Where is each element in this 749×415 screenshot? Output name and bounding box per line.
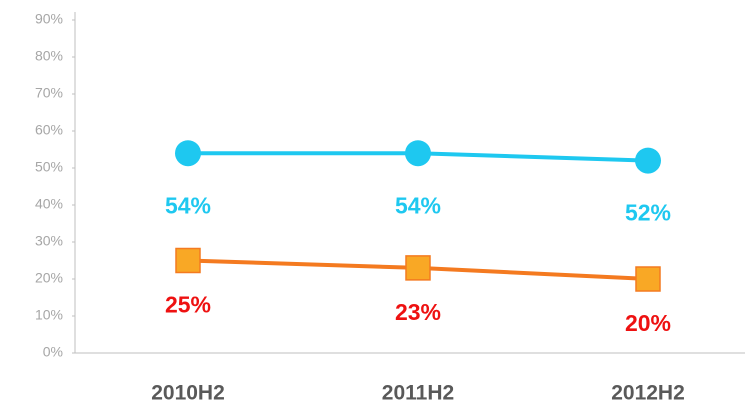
marker bbox=[405, 140, 431, 167]
data-label: 25% bbox=[165, 292, 211, 318]
y-tick-label: 30% bbox=[35, 233, 63, 249]
marker bbox=[175, 247, 201, 274]
y-tick-label: 70% bbox=[35, 85, 63, 101]
data-label: 23% bbox=[395, 299, 441, 325]
y-tick-label: 10% bbox=[35, 307, 63, 323]
y-tick-label: 20% bbox=[35, 270, 63, 286]
y-tick-label: 80% bbox=[35, 48, 63, 64]
data-label: 54% bbox=[395, 192, 441, 218]
y-tick-label: 0% bbox=[43, 344, 63, 360]
data-label: 54% bbox=[165, 192, 211, 218]
y-tick-label: 50% bbox=[35, 159, 63, 175]
x-tick-label: 2010H2 bbox=[151, 382, 225, 405]
marker bbox=[635, 266, 661, 292]
marker bbox=[635, 147, 661, 174]
y-tick-label: 90% bbox=[35, 11, 63, 27]
data-label: 20% bbox=[625, 310, 671, 336]
y-tick-label: 60% bbox=[35, 122, 63, 138]
marker bbox=[405, 255, 431, 281]
x-tick-label: 2011H2 bbox=[382, 382, 454, 405]
x-tick-label: 2012H2 bbox=[611, 382, 685, 405]
data-label: 52% bbox=[625, 200, 671, 226]
y-tick-label: 40% bbox=[35, 196, 63, 212]
marker bbox=[175, 140, 201, 167]
